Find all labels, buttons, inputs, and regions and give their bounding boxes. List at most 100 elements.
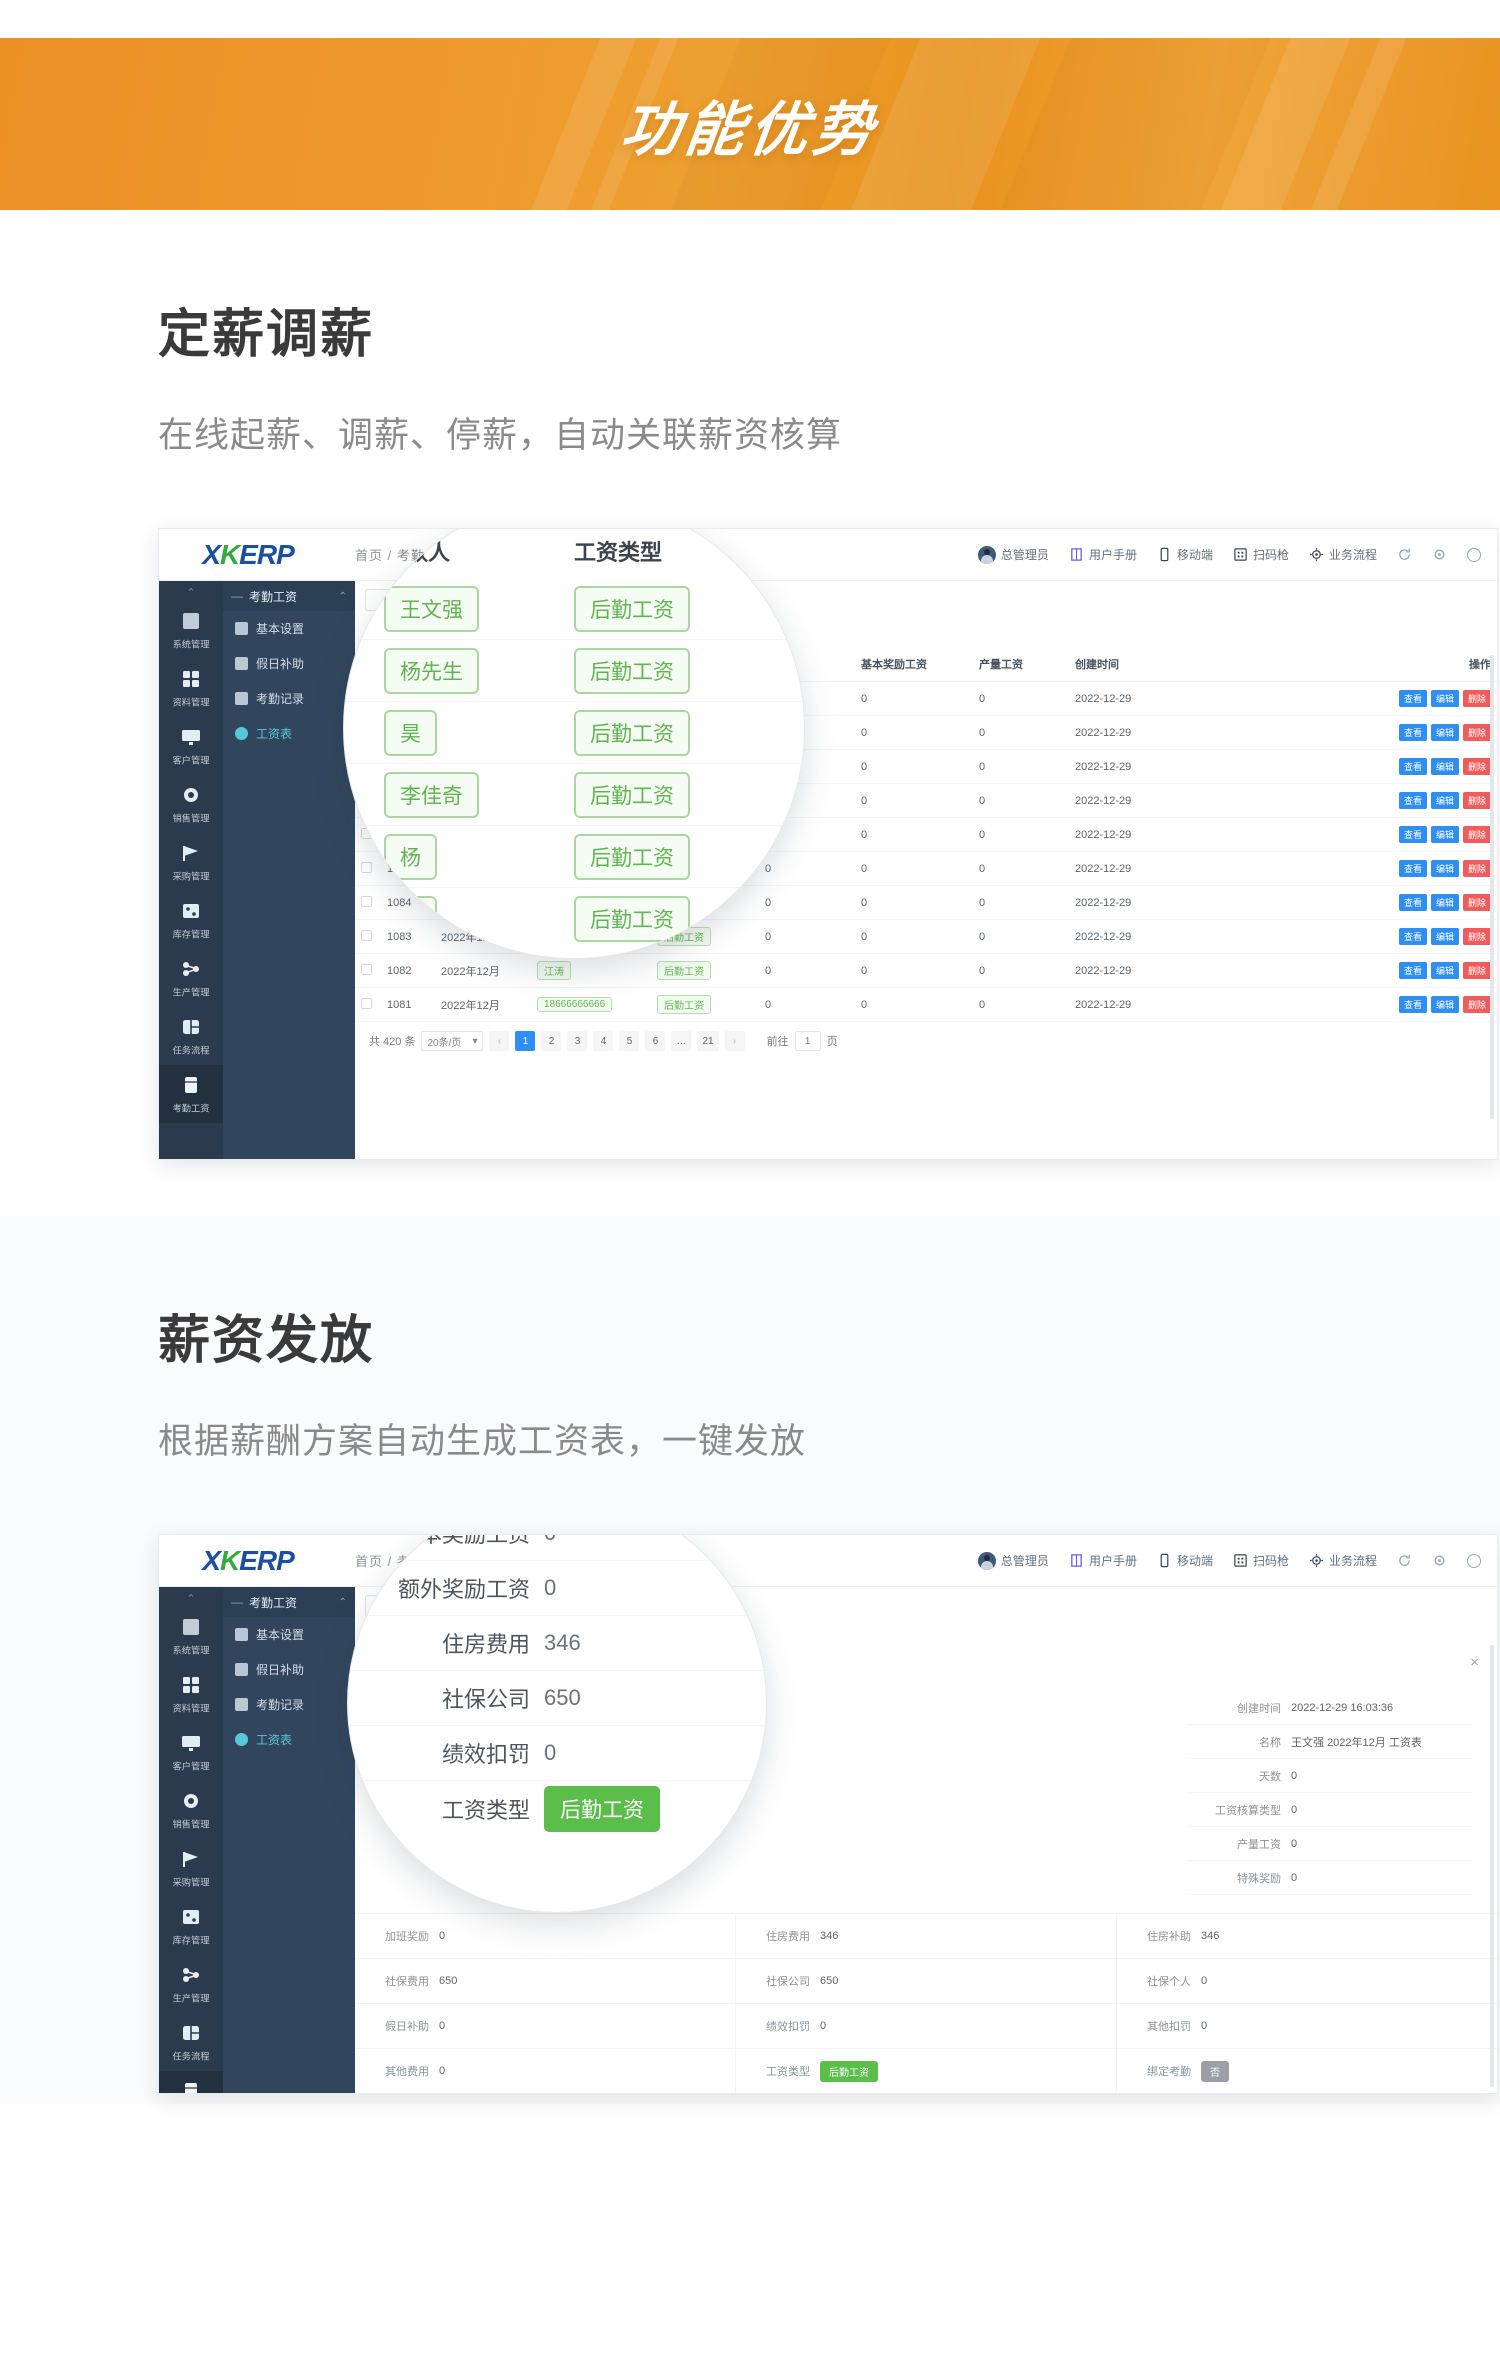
cell-checkbox[interactable] <box>355 953 381 988</box>
delete-button[interactable]: 删除 <box>1462 860 1491 877</box>
refresh-icon[interactable] <box>1397 547 1412 562</box>
submenu-item-holiday-subsidy[interactable]: 假日补助 <box>223 646 355 681</box>
topnav-item-flow[interactable]: 业务流程 <box>1309 1552 1377 1569</box>
delete-button[interactable]: 删除 <box>1462 996 1491 1013</box>
topnav-item-scanner[interactable]: 扫码枪 <box>1233 546 1289 563</box>
row-checkbox[interactable] <box>361 861 372 873</box>
submenu-item-basic-settings[interactable]: 基本设置 <box>223 611 355 646</box>
sidebar-item-customer[interactable]: 客户管理 <box>159 717 223 775</box>
cell-checkbox[interactable] <box>355 987 381 1022</box>
submenu-item-payroll-sheet[interactable]: 工资表 <box>223 716 355 751</box>
vertical-scrollbar[interactable] <box>1490 1645 1494 2087</box>
next-page-button[interactable]: › <box>724 1031 745 1051</box>
topnav-item-manual[interactable]: 用户手册 <box>1069 1552 1137 1569</box>
chevron-up-icon[interactable]: ⌃ <box>338 1596 347 1608</box>
view-button[interactable]: 查看 <box>1398 690 1427 707</box>
page-6-button[interactable]: 6 <box>645 1031 666 1051</box>
cell-checkbox[interactable] <box>355 919 381 954</box>
view-button[interactable]: 查看 <box>1398 928 1427 945</box>
delete-button[interactable]: 删除 <box>1462 792 1491 809</box>
sidebar-item-sales[interactable]: 销售管理 <box>159 775 223 833</box>
submenu-item-attendance-records[interactable]: 考勤记录 <box>223 1687 355 1722</box>
goto-input[interactable]: 1 <box>794 1031 821 1051</box>
view-button[interactable]: 查看 <box>1398 996 1427 1013</box>
edit-button[interactable]: 编辑 <box>1430 962 1459 979</box>
chevron-up-icon[interactable]: ⌃ <box>338 590 347 602</box>
delete-button[interactable]: 删除 <box>1462 690 1491 707</box>
sidebar-item-system[interactable]: 系统管理 <box>159 601 223 659</box>
row-checkbox[interactable] <box>361 997 372 1009</box>
topnav-item-manual[interactable]: 用户手册 <box>1069 546 1137 563</box>
view-button[interactable]: 查看 <box>1398 826 1427 843</box>
row-checkbox[interactable] <box>361 895 372 907</box>
topnav-item-admin[interactable]: 总管理员 <box>977 545 1049 564</box>
topnav-item-mobile[interactable]: 移动端 <box>1157 546 1213 563</box>
rail-collapse-caret[interactable]: ⌃ <box>186 1593 196 1605</box>
vertical-scrollbar[interactable] <box>1490 655 1494 1119</box>
app-logo[interactable]: XKERP <box>159 539 337 571</box>
sidebar-item-production[interactable]: 生产管理 <box>159 949 223 1007</box>
row-checkbox[interactable] <box>361 929 372 941</box>
edit-button[interactable]: 编辑 <box>1430 690 1459 707</box>
submenu-item-attendance-records[interactable]: 考勤记录 <box>223 681 355 716</box>
sidebar-item-task[interactable]: 任务流程 <box>159 2013 223 2071</box>
edit-button[interactable]: 编辑 <box>1430 860 1459 877</box>
delete-button[interactable]: 删除 <box>1462 758 1491 775</box>
submenu-item-basic-settings[interactable]: 基本设置 <box>223 1617 355 1652</box>
page-5-button[interactable]: 5 <box>619 1031 640 1051</box>
view-button[interactable]: 查看 <box>1398 724 1427 741</box>
view-button[interactable]: 查看 <box>1398 860 1427 877</box>
sidebar-item-payroll[interactable]: 考勤工资 <box>159 1065 223 1123</box>
view-button[interactable]: 查看 <box>1398 962 1427 979</box>
close-icon[interactable]: × <box>1470 1654 1479 1671</box>
table-row[interactable]: 1081 2022年12月 18666666666 后勤工资 0 0 0 2022-12-29… <box>355 987 1497 1022</box>
topnav-item-mobile[interactable]: 移动端 <box>1157 1552 1213 1569</box>
cell-checkbox[interactable] <box>355 885 381 920</box>
edit-button[interactable]: 编辑 <box>1430 758 1459 775</box>
page-size-select[interactable]: 20条/页 ▾ <box>421 1031 484 1051</box>
submenu-header[interactable]: — 考勤工资 ⌃ <box>223 581 355 611</box>
sidebar-item-sales[interactable]: 销售管理 <box>159 1781 223 1839</box>
sidebar-item-purchase[interactable]: 采购管理 <box>159 833 223 891</box>
delete-button[interactable]: 删除 <box>1462 724 1491 741</box>
sidebar-item-system[interactable]: 系统管理 <box>159 1607 223 1665</box>
sidebar-item-purchase[interactable]: 采购管理 <box>159 1839 223 1897</box>
page-2-button[interactable]: 2 <box>541 1031 562 1051</box>
edit-button[interactable]: 编辑 <box>1430 724 1459 741</box>
app-logo[interactable]: XKERP <box>159 1545 337 1577</box>
sidebar-item-payroll[interactable]: 考勤工资 <box>159 2071 223 2093</box>
delete-button[interactable]: 删除 <box>1462 894 1491 911</box>
last-page-button[interactable]: 21 <box>697 1031 719 1051</box>
refresh-icon[interactable] <box>1397 1553 1412 1568</box>
submenu-item-payroll-sheet[interactable]: 工资表 <box>223 1722 355 1757</box>
edit-button[interactable]: 编辑 <box>1430 928 1459 945</box>
topnav-item-scanner[interactable]: 扫码枪 <box>1233 1552 1289 1569</box>
view-button[interactable]: 查看 <box>1398 894 1427 911</box>
sidebar-item-data[interactable]: 资料管理 <box>159 659 223 717</box>
row-checkbox[interactable] <box>361 963 372 975</box>
circle-icon[interactable] <box>1467 1553 1481 1568</box>
cell-checkbox[interactable] <box>355 851 381 886</box>
page-1-button[interactable]: 1 <box>515 1031 536 1051</box>
delete-button[interactable]: 删除 <box>1462 928 1491 945</box>
circle-icon[interactable] <box>1467 547 1481 562</box>
table-row[interactable]: 1082 2022年12月 江涛 后勤工资 0 0 0 2022-12-29 查看 编辑 删除 <box>355 953 1497 988</box>
edit-button[interactable]: 编辑 <box>1430 826 1459 843</box>
edit-button[interactable]: 编辑 <box>1430 792 1459 809</box>
submenu-item-holiday-subsidy[interactable]: 假日补助 <box>223 1652 355 1687</box>
sidebar-item-customer[interactable]: 客户管理 <box>159 1723 223 1781</box>
page-3-button[interactable]: 3 <box>567 1031 588 1051</box>
sidebar-item-inventory[interactable]: 库存管理 <box>159 891 223 949</box>
sidebar-item-task[interactable]: 任务流程 <box>159 1007 223 1065</box>
prev-page-button[interactable]: ‹ <box>489 1031 510 1051</box>
page-4-button[interactable]: 4 <box>593 1031 614 1051</box>
submenu-header[interactable]: — 考勤工资 ⌃ <box>223 1587 355 1617</box>
edit-button[interactable]: 编辑 <box>1430 894 1459 911</box>
delete-button[interactable]: 删除 <box>1462 962 1491 979</box>
sidebar-item-production[interactable]: 生产管理 <box>159 1955 223 2013</box>
view-button[interactable]: 查看 <box>1398 792 1427 809</box>
topnav-item-admin[interactable]: 总管理员 <box>977 1551 1049 1570</box>
delete-button[interactable]: 删除 <box>1462 826 1491 843</box>
gear-icon[interactable] <box>1432 547 1447 562</box>
view-button[interactable]: 查看 <box>1398 758 1427 775</box>
